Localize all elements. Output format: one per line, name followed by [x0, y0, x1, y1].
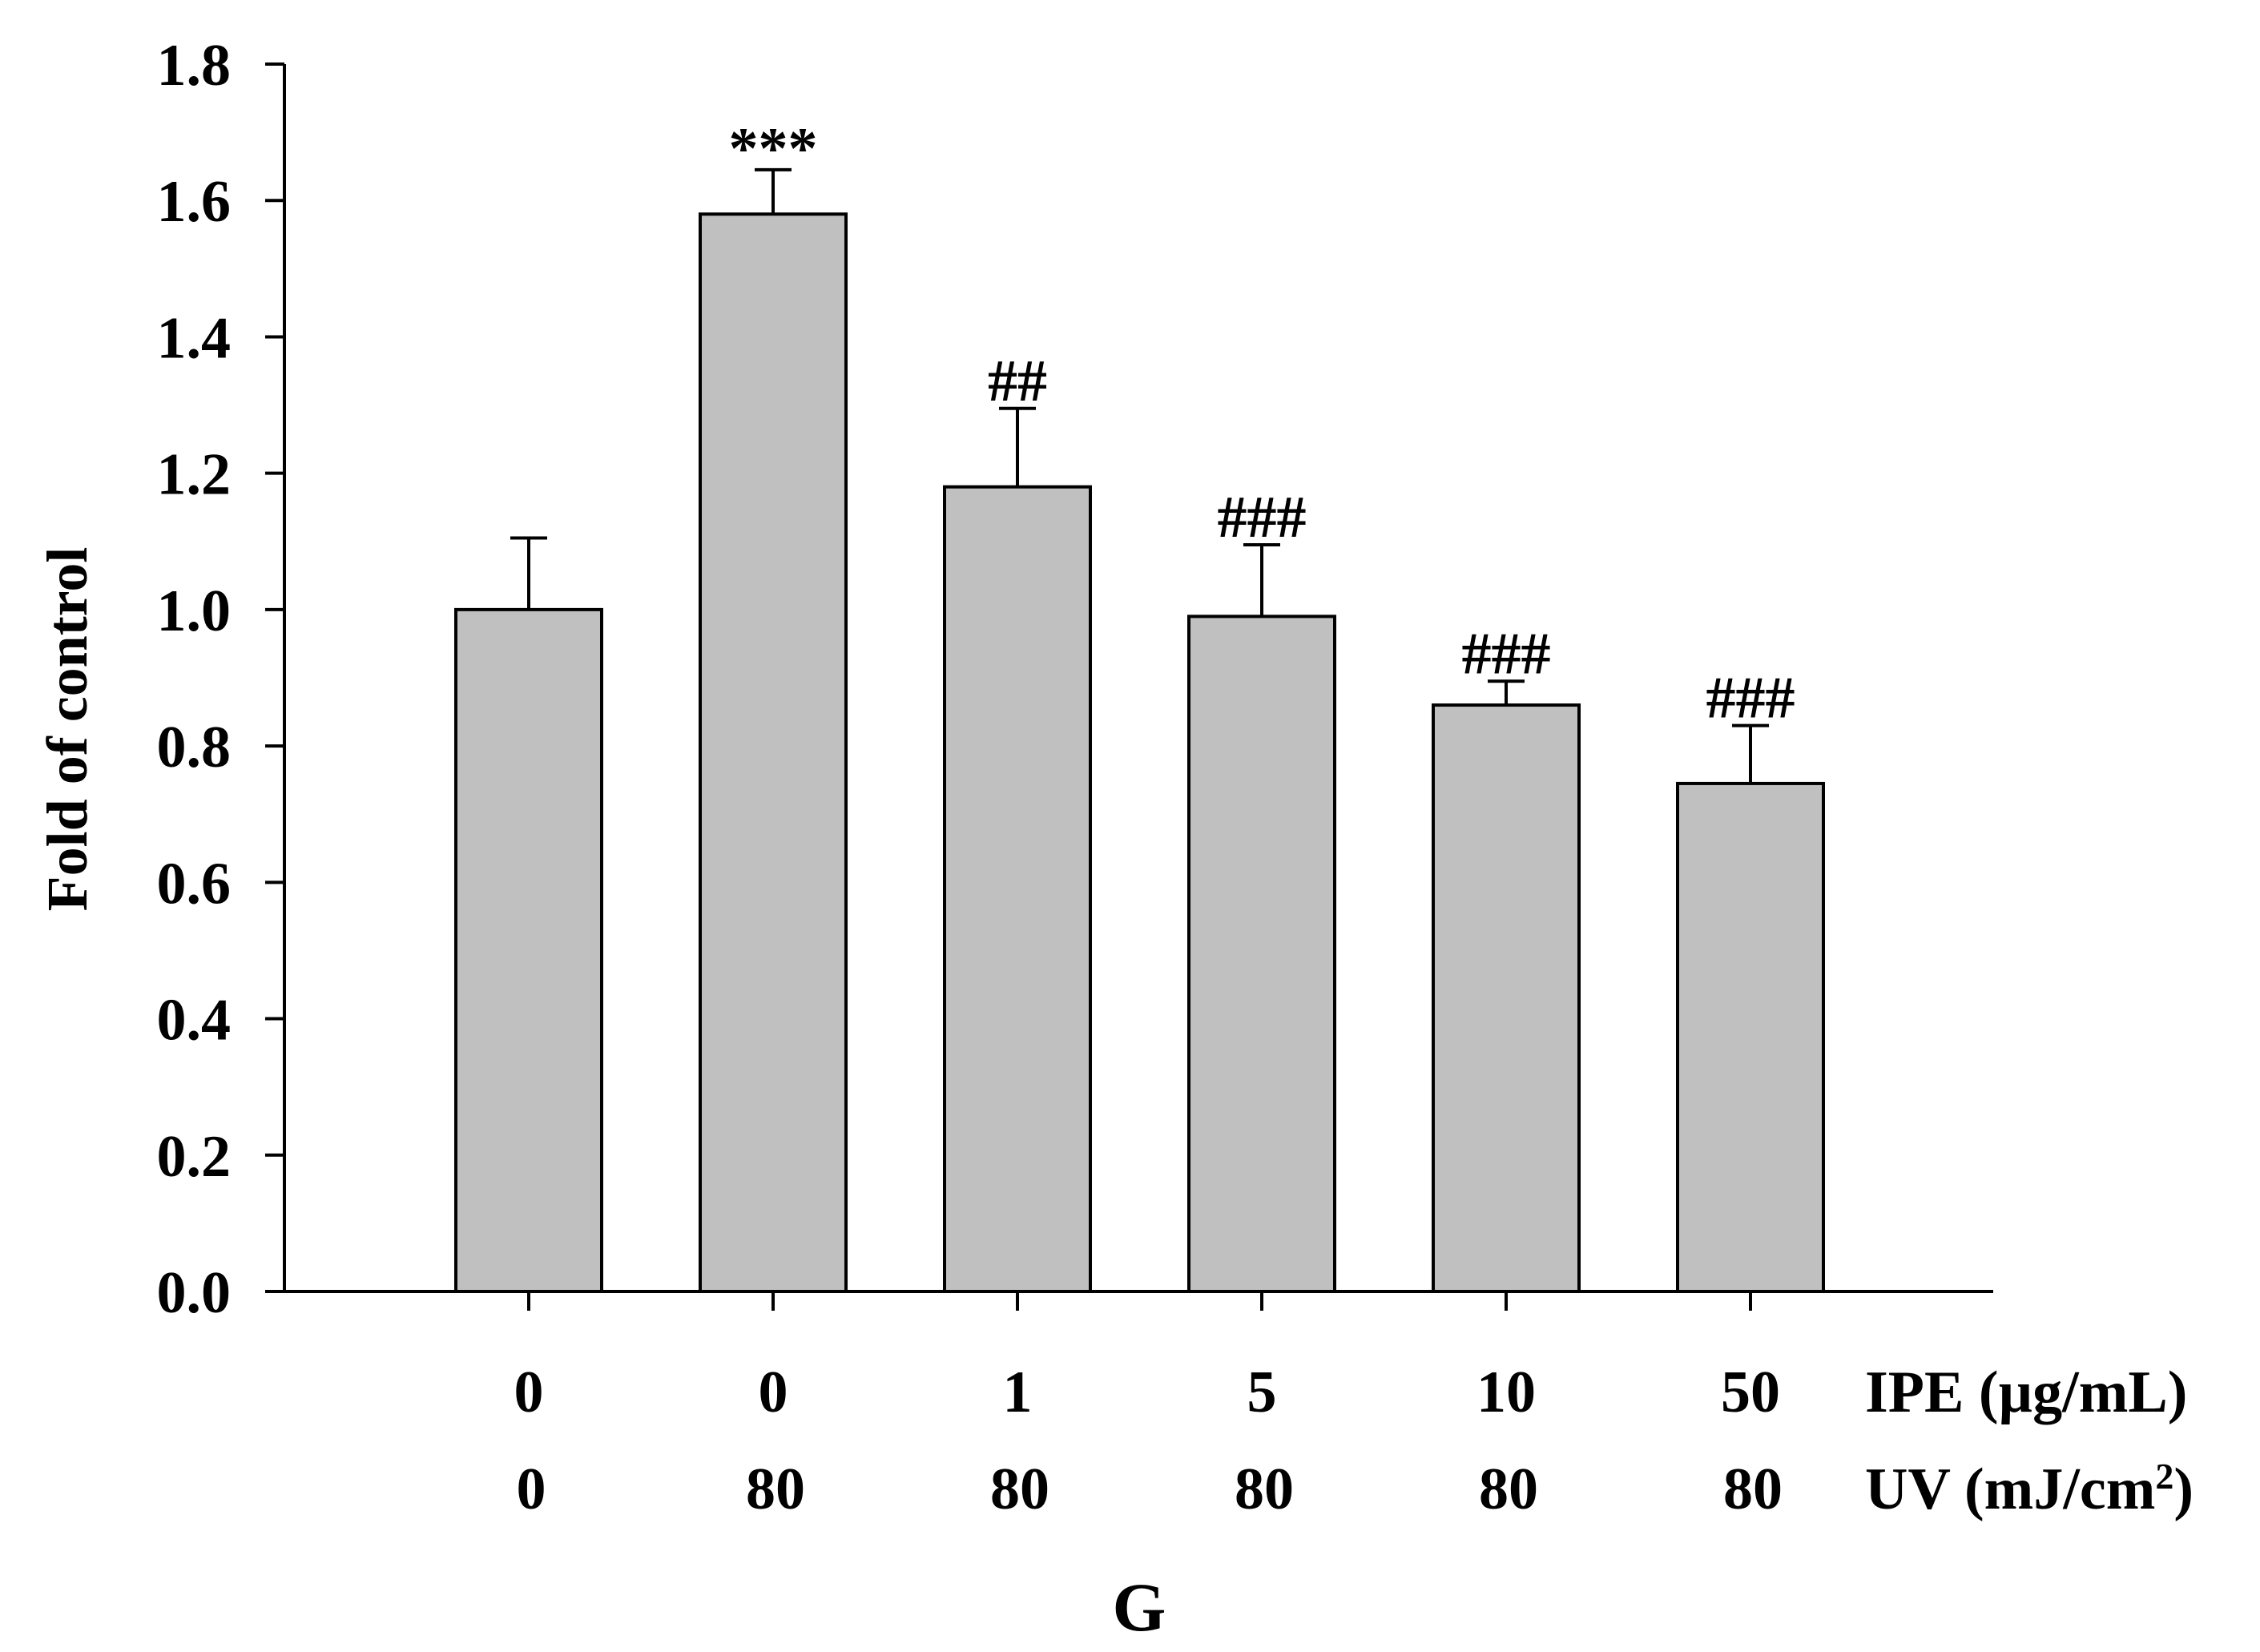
y-tick-label: 0.6	[157, 851, 232, 917]
ipe-row-label: IPE (µg/mL)	[1865, 1360, 2187, 1425]
significance-hashes: ##	[988, 349, 1047, 414]
significance-stars: ***	[729, 116, 818, 182]
annotations-layer: ***###########	[729, 116, 1795, 731]
bar	[1432, 703, 1581, 1293]
y-axis-title: Fold of control	[35, 547, 99, 912]
bar	[1676, 781, 1825, 1293]
error-bars-layer	[510, 167, 1769, 784]
ipe-dose-label: 50	[1721, 1360, 1780, 1425]
y-tick-label: 1.6	[157, 169, 232, 235]
uv-row-label: UV (mJ/cm2)	[1865, 1456, 2194, 1523]
panel-label: G	[1113, 1569, 1166, 1646]
bar	[699, 212, 848, 1294]
labels-layer: Fold of control G 0 0 1 5 10 50 IPE (µg/mL) 0 80…	[35, 547, 2194, 1646]
bars-layer	[454, 212, 1825, 1294]
uv-dose-label: 80	[1723, 1457, 1783, 1522]
bar	[943, 485, 1092, 1293]
ipe-dose-label: 10	[1476, 1360, 1536, 1425]
uv-dose-label: 80	[746, 1457, 805, 1522]
uv-dose-label: 80	[1479, 1457, 1538, 1522]
ipe-dose-label: 0	[514, 1360, 544, 1425]
y-tick-label: 0.8	[157, 715, 232, 780]
y-tick-label: 1.2	[157, 442, 232, 508]
significance-hashes: ###	[1218, 485, 1307, 550]
uv-dose-label: 0	[517, 1457, 546, 1522]
uv-dose-label: 80	[990, 1457, 1049, 1522]
significance-hashes: ###	[1462, 621, 1551, 687]
y-tick-label: 1.4	[157, 305, 232, 371]
y-tick-label: 1.8	[157, 33, 232, 99]
y-tick-label: 1.0	[157, 578, 232, 644]
ipe-dose-label: 1	[1003, 1360, 1033, 1425]
y-tick-label: 0.0	[157, 1260, 232, 1326]
ipe-dose-label: 0	[759, 1360, 788, 1425]
y-tick-label: 0.2	[157, 1124, 232, 1190]
ipe-dose-label: 5	[1247, 1360, 1277, 1425]
bar	[454, 607, 603, 1293]
uv-dose-label: 80	[1235, 1457, 1294, 1522]
bar	[1187, 614, 1336, 1293]
significance-hashes: ###	[1706, 666, 1795, 731]
y-tick-label: 0.4	[157, 988, 232, 1054]
axes-layer: 0.0 0.2 0.4 0.6 0.8 1.0 1.2 1.4 1.6 1.8	[157, 33, 1993, 1326]
